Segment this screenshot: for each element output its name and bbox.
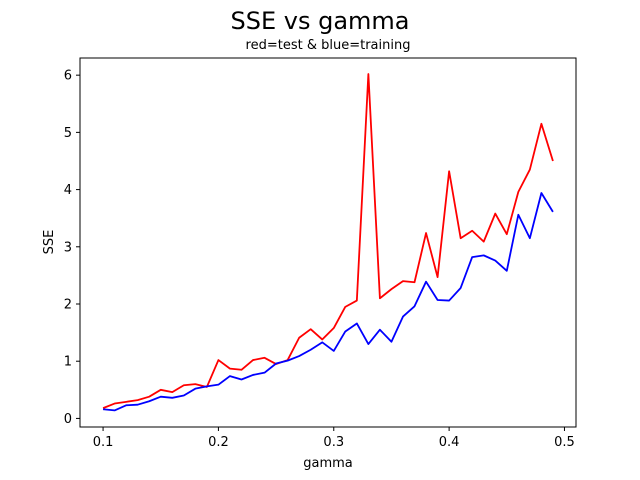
x-tick-label: 0.3 xyxy=(323,435,344,450)
y-axis-label: SSE xyxy=(42,230,57,255)
x-tick-label: 0.2 xyxy=(208,435,229,450)
y-tick-label: 1 xyxy=(64,355,72,370)
x-axis-label: gamma xyxy=(303,456,353,471)
series-line-2 xyxy=(102,192,554,412)
x-tick-label: 0.1 xyxy=(93,435,114,450)
x-tick-label: 0.5 xyxy=(554,435,575,450)
y-tick-label: 6 xyxy=(64,69,72,84)
plot-area: 0.1 0.2 0.3 0.4 0.5 0 1 2 3 4 5 6 xyxy=(64,57,577,450)
chart-title: SSE vs gamma xyxy=(230,7,409,35)
y-tick-label: 2 xyxy=(64,298,72,313)
y-tick-label: 3 xyxy=(64,240,72,255)
axes-frame xyxy=(79,57,577,428)
y-tick-label: 5 xyxy=(64,126,72,141)
series-line-1 xyxy=(102,73,554,409)
chart-subtitle: red=test & blue=training xyxy=(246,38,411,53)
x-tick-label: 0.4 xyxy=(439,435,460,450)
y-tick-label: 4 xyxy=(64,183,72,198)
y-tick-label: 0 xyxy=(64,412,72,427)
